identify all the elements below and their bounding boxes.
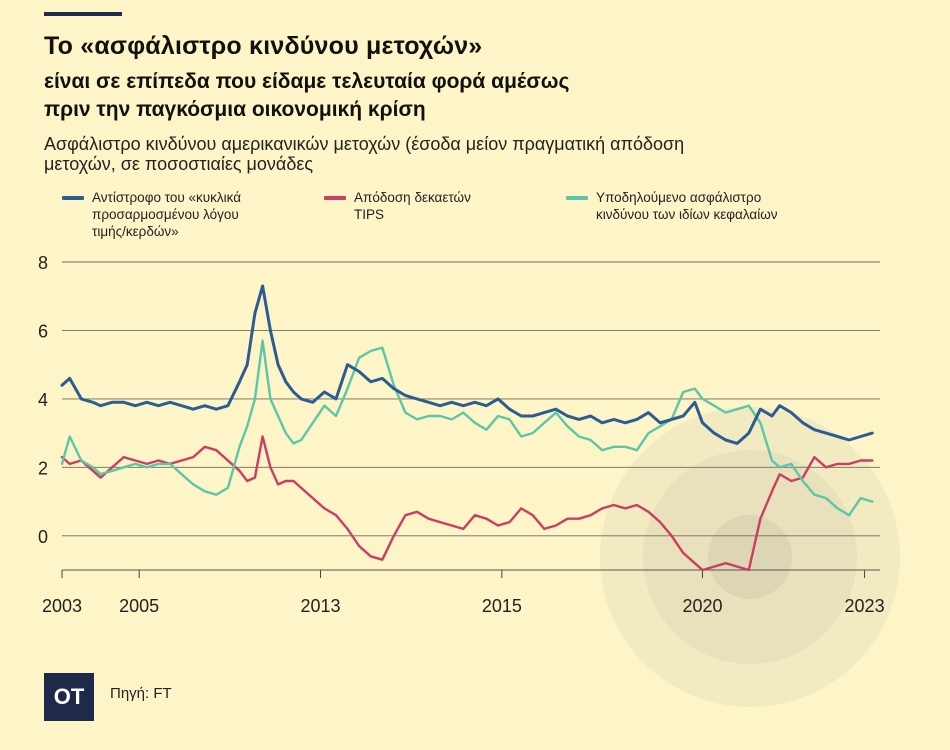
legend-swatch-blue: [62, 196, 84, 200]
ot-logo: OT: [44, 673, 94, 721]
series-line-tips: [60, 435, 874, 572]
legend-label: Απόδοση δεκαετών TIPS: [354, 189, 471, 223]
decor-circle-inner: [708, 515, 792, 599]
x-tick-label: 2005: [119, 596, 159, 616]
legend-label-line: τιμής/κερδών»: [92, 224, 179, 239]
legend-label-line: TIPS: [354, 207, 385, 222]
legend-swatch-teal: [566, 196, 588, 200]
legend-label-line: Αντίστροφο του «κυκλικά: [92, 190, 242, 205]
y-tick-label: 4: [38, 390, 48, 410]
x-tick-label: 2013: [300, 596, 340, 616]
legend-label-line: προσαρμοσμένου λόγου: [92, 207, 239, 222]
x-tick-label: 2015: [482, 596, 522, 616]
y-tick-label: 0: [38, 527, 48, 547]
x-tick-label: 2023: [845, 596, 885, 616]
decorative-circles: [600, 407, 900, 707]
legend-label-line: Υποδηλούμενο ασφάλιστρο: [596, 190, 762, 205]
legend-item-equity-premium: Υποδηλούμενο ασφάλιστρο κινδύνου των ιδί…: [566, 189, 778, 223]
legend-item-tips: Απόδοση δεκαετών TIPS: [324, 189, 471, 223]
legend-label: Αντίστροφο του «κυκλικά προσαρμοσμένου λ…: [92, 189, 241, 240]
y-tick-label: 6: [38, 321, 48, 341]
top-accent-bar: [44, 12, 122, 16]
legend-label-line: κινδύνου των ιδίων κεφαλαίων: [596, 207, 778, 222]
chart-headline: είναι σε επίπεδα που είδαμε τελευταία φο…: [44, 68, 804, 124]
series-line-inverse-cape: [60, 284, 874, 445]
chart-subtitle: Ασφάλιστρο κινδύνου αμερικανικών μετοχών…: [44, 134, 904, 174]
x-tick-label: 2020: [682, 596, 722, 616]
headline-line-2: πριν την παγκόσμια οικονομική κρίση: [44, 98, 426, 121]
headline-line-1: είναι σε επίπεδα που είδαμε τελευταία φο…: [44, 70, 570, 93]
x-tick-label: 2003: [42, 596, 82, 616]
legend-item-inverse-cape: Αντίστροφο του «κυκλικά προσαρμοσμένου λ…: [62, 189, 241, 240]
legend-label-line: Απόδοση δεκαετών: [354, 190, 471, 205]
y-tick-label: 2: [38, 458, 48, 478]
legend-label: Υποδηλούμενο ασφάλιστρο κινδύνου των ιδί…: [596, 189, 778, 223]
chart-title: Το «ασφάλιστρο κινδύνου μετοχών»: [44, 32, 483, 60]
subtitle-line-1: Ασφάλιστρο κινδύνου αμερικανικών μετοχών…: [44, 134, 685, 154]
y-tick-label: 8: [38, 253, 48, 273]
legend-swatch-red: [324, 196, 346, 200]
series-line-equity-premium: [60, 339, 874, 517]
source-note: Πηγή: FT: [110, 685, 172, 702]
subtitle-line-2: μετοχών, σε ποσοστιαίες μονάδες: [44, 154, 314, 174]
